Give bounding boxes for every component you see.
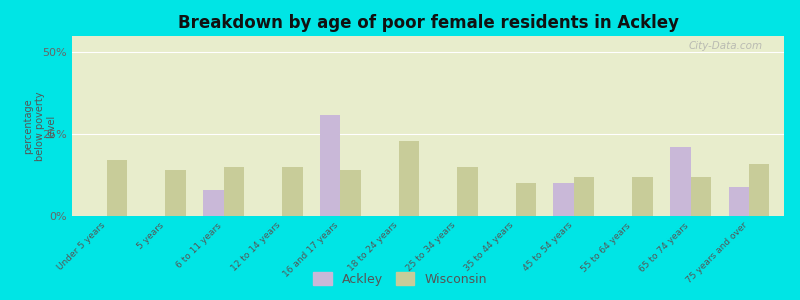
Title: Breakdown by age of poor female residents in Ackley: Breakdown by age of poor female resident… — [178, 14, 678, 32]
Bar — [224, 167, 244, 216]
Bar — [399, 141, 419, 216]
Legend: Ackley, Wisconsin: Ackley, Wisconsin — [308, 267, 492, 291]
Bar — [166, 170, 186, 216]
Bar — [632, 177, 653, 216]
Bar — [203, 190, 224, 216]
Bar — [574, 177, 594, 216]
Bar — [670, 147, 690, 216]
Bar — [341, 170, 361, 216]
Y-axis label: percentage
below poverty
level: percentage below poverty level — [23, 91, 56, 161]
Bar — [320, 115, 341, 216]
Text: City-Data.com: City-Data.com — [689, 41, 762, 51]
Bar — [282, 167, 302, 216]
Bar — [107, 160, 127, 216]
Bar — [515, 183, 536, 216]
Bar — [749, 164, 770, 216]
Bar — [729, 187, 749, 216]
Bar — [457, 167, 478, 216]
Bar — [690, 177, 711, 216]
Bar — [554, 183, 574, 216]
